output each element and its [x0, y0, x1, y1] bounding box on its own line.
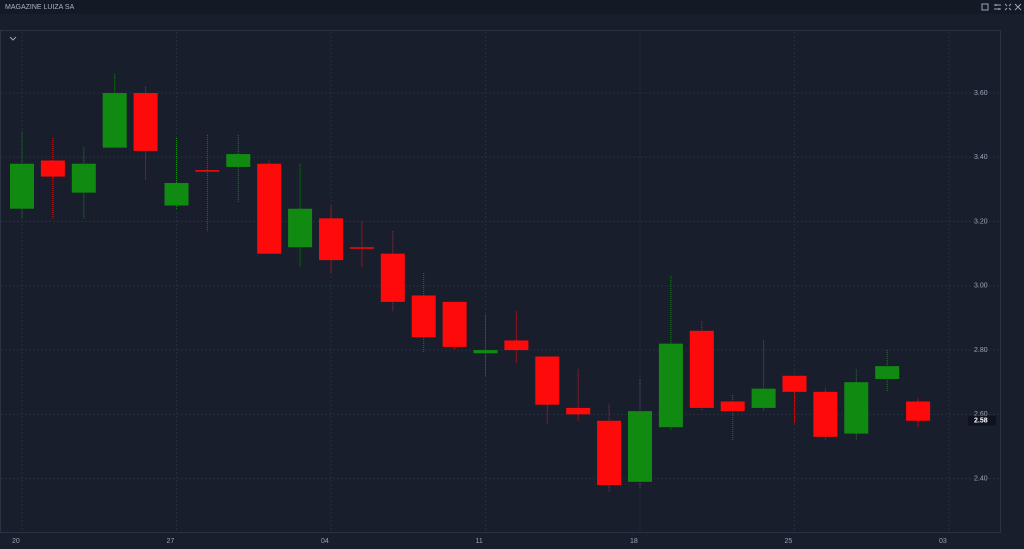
candle-body — [349, 247, 374, 249]
plot-frame — [0, 30, 1001, 533]
candle-body — [288, 208, 313, 248]
close-button[interactable] — [1014, 3, 1022, 11]
candle-body — [906, 401, 931, 421]
candle-body — [689, 330, 714, 408]
y-tick-label: 2.40 — [974, 475, 988, 482]
x-tick-label: 20 — [12, 538, 20, 545]
candle-body — [195, 170, 220, 172]
x-tick-label: 25 — [785, 538, 793, 545]
y-tick-label: 3.20 — [974, 218, 988, 225]
candle-body — [597, 420, 622, 486]
candle-body — [411, 295, 436, 338]
candle-body — [380, 253, 405, 302]
last-price-label: 2.58 — [974, 418, 988, 425]
candle-body — [875, 366, 900, 379]
settings-button[interactable] — [994, 4, 1001, 10]
x-tick-label: 03 — [939, 538, 947, 545]
candle-body — [102, 93, 127, 148]
candle-body — [504, 340, 529, 351]
candle-body — [226, 154, 251, 167]
x-tick-label: 18 — [630, 538, 638, 545]
window-header — [0, 0, 1024, 14]
candle-body — [257, 163, 282, 254]
candle-body — [782, 375, 807, 392]
candle-body — [751, 388, 776, 408]
collapse-toggle[interactable] — [9, 36, 17, 41]
x-tick-label: 11 — [476, 538, 483, 545]
candle-body — [442, 301, 467, 347]
candle-body — [10, 163, 34, 209]
candle-body — [658, 343, 683, 428]
y-tick-label: 3.40 — [974, 154, 988, 161]
candle-body — [473, 350, 498, 354]
candle-body — [319, 218, 343, 261]
candle-body — [133, 93, 158, 151]
y-tick-label: 3.60 — [974, 90, 988, 97]
candle-body — [40, 160, 65, 177]
x-tick-label: 27 — [167, 538, 175, 545]
x-tick-label: 04 — [321, 538, 329, 545]
restore-button[interactable] — [981, 3, 989, 11]
candle-body — [844, 382, 869, 434]
last-price-tag — [968, 415, 996, 426]
candle-body — [164, 183, 189, 206]
candle-body — [720, 401, 745, 412]
window-controls[interactable] — [981, 3, 1022, 11]
candle-body — [628, 411, 652, 482]
y-tick-label: 3.00 — [974, 283, 988, 290]
candle-body — [535, 356, 560, 405]
y-tick-label: 2.60 — [974, 411, 988, 418]
window-title: MAGAZINE LUIZA SA — [5, 4, 75, 11]
maximize-button[interactable] — [1004, 3, 1012, 11]
candle-body — [813, 391, 838, 437]
y-tick-label: 2.80 — [974, 347, 988, 354]
candle-body — [71, 163, 96, 193]
candle-body — [566, 407, 591, 415]
